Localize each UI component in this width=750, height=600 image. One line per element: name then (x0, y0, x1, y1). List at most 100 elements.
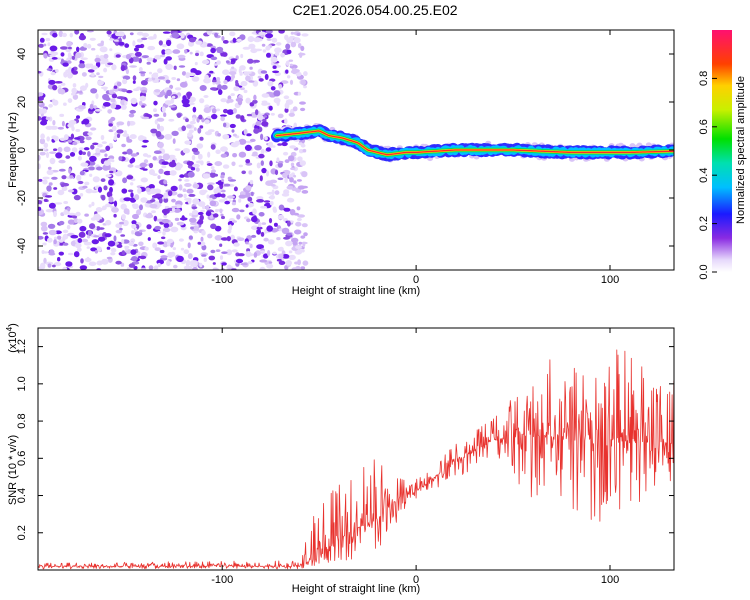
noise-blob (216, 60, 221, 65)
noise-blob (103, 87, 107, 92)
noise-blob (45, 209, 54, 213)
noise-blob (197, 211, 204, 216)
noise-blob (265, 102, 271, 106)
noise-blob (277, 113, 284, 119)
noise-blob (141, 37, 148, 41)
noise-blob (284, 159, 290, 164)
noise-blob (217, 89, 223, 95)
chart-title: C2E1.2026.054.00.25.E02 (292, 2, 458, 18)
noise-blob (119, 221, 124, 225)
noise-blob (62, 266, 68, 270)
noise-blob (266, 263, 274, 269)
noise-blob (290, 151, 297, 157)
noise-blob (65, 69, 73, 74)
y-tick-label: 20 (16, 96, 28, 108)
noise-blob (94, 109, 103, 112)
noise-blob (199, 98, 205, 104)
noise-blob (153, 215, 158, 222)
noise-blob (233, 186, 238, 192)
noise-blob (52, 98, 56, 104)
noise-blob (67, 189, 75, 193)
noise-blob (171, 205, 178, 209)
noise-blob (232, 108, 237, 114)
noise-blob (163, 58, 168, 65)
noise-blob (223, 79, 228, 85)
noise-blob (55, 152, 63, 159)
noise-blob (59, 137, 66, 141)
noise-blob (96, 72, 100, 76)
noise-blob (87, 166, 96, 171)
noise-blob (219, 255, 224, 260)
noise-blob (298, 149, 304, 154)
noise-blob (234, 140, 241, 146)
noise-blob (178, 65, 186, 68)
noise-blob (274, 169, 279, 176)
noise-blob (87, 131, 93, 136)
noise-blob (82, 185, 88, 189)
noise-blob (184, 179, 190, 182)
noise-blob (129, 197, 137, 203)
noise-blob (173, 65, 177, 71)
noise-blob (232, 153, 238, 158)
noise-blob (136, 31, 144, 36)
noise-blob (129, 32, 134, 36)
noise-blob (170, 185, 178, 192)
noise-blob (113, 213, 117, 218)
noise-blob (182, 188, 187, 192)
noise-blob (49, 157, 56, 165)
noise-blob (303, 71, 308, 77)
noise-blob (60, 52, 65, 57)
noise-blob (231, 161, 236, 167)
noise-blob (220, 237, 229, 241)
noise-blob (220, 174, 225, 179)
noise-blob (226, 109, 234, 115)
noise-blob (258, 212, 265, 217)
noise-blob (52, 32, 58, 38)
noise-blob (265, 33, 274, 39)
noise-blob (126, 267, 131, 270)
y-tick-label: 0.2 (16, 525, 28, 540)
noise-blob (174, 87, 182, 91)
noise-blob (48, 229, 57, 236)
noise-blob (161, 165, 167, 169)
noise-blob (58, 168, 66, 172)
noise-blob (49, 54, 56, 58)
noise-blob (84, 213, 89, 217)
noise-blob (141, 145, 148, 148)
noise-blob (186, 124, 192, 129)
noise-blob (102, 102, 111, 107)
noise-blob (136, 209, 142, 216)
noise-blob (293, 37, 301, 44)
noise-blob (56, 235, 62, 240)
noise-blob (215, 149, 221, 155)
noise-blob (99, 219, 103, 223)
noise-blob (301, 223, 308, 228)
y-tick-label: 0.4 (16, 488, 28, 503)
noise-blob (231, 74, 236, 79)
noise-blob (261, 222, 267, 225)
noise-blob (283, 189, 290, 195)
noise-blob (126, 211, 130, 215)
noise-blob (132, 80, 136, 84)
noise-blob (182, 103, 191, 108)
noise-blob (263, 253, 269, 259)
noise-blob (42, 242, 47, 246)
noise-blob (265, 30, 273, 34)
noise-blob (71, 87, 77, 94)
noise-blob (111, 93, 118, 99)
noise-blob (245, 159, 251, 164)
noise-blob (183, 265, 189, 270)
noise-blob (75, 52, 82, 59)
noise-blob (111, 207, 119, 213)
noise-blob (173, 264, 178, 269)
noise-blob (146, 224, 152, 230)
noise-blob (163, 197, 169, 203)
noise-blob (48, 202, 56, 209)
noise-blob (249, 138, 256, 142)
noise-blob (229, 31, 236, 37)
colorbar-tick-label: 0.6 (698, 119, 710, 134)
noise-blob (281, 141, 288, 147)
noise-blob (191, 155, 196, 161)
noise-blob (116, 121, 125, 126)
noise-blob (290, 162, 295, 167)
